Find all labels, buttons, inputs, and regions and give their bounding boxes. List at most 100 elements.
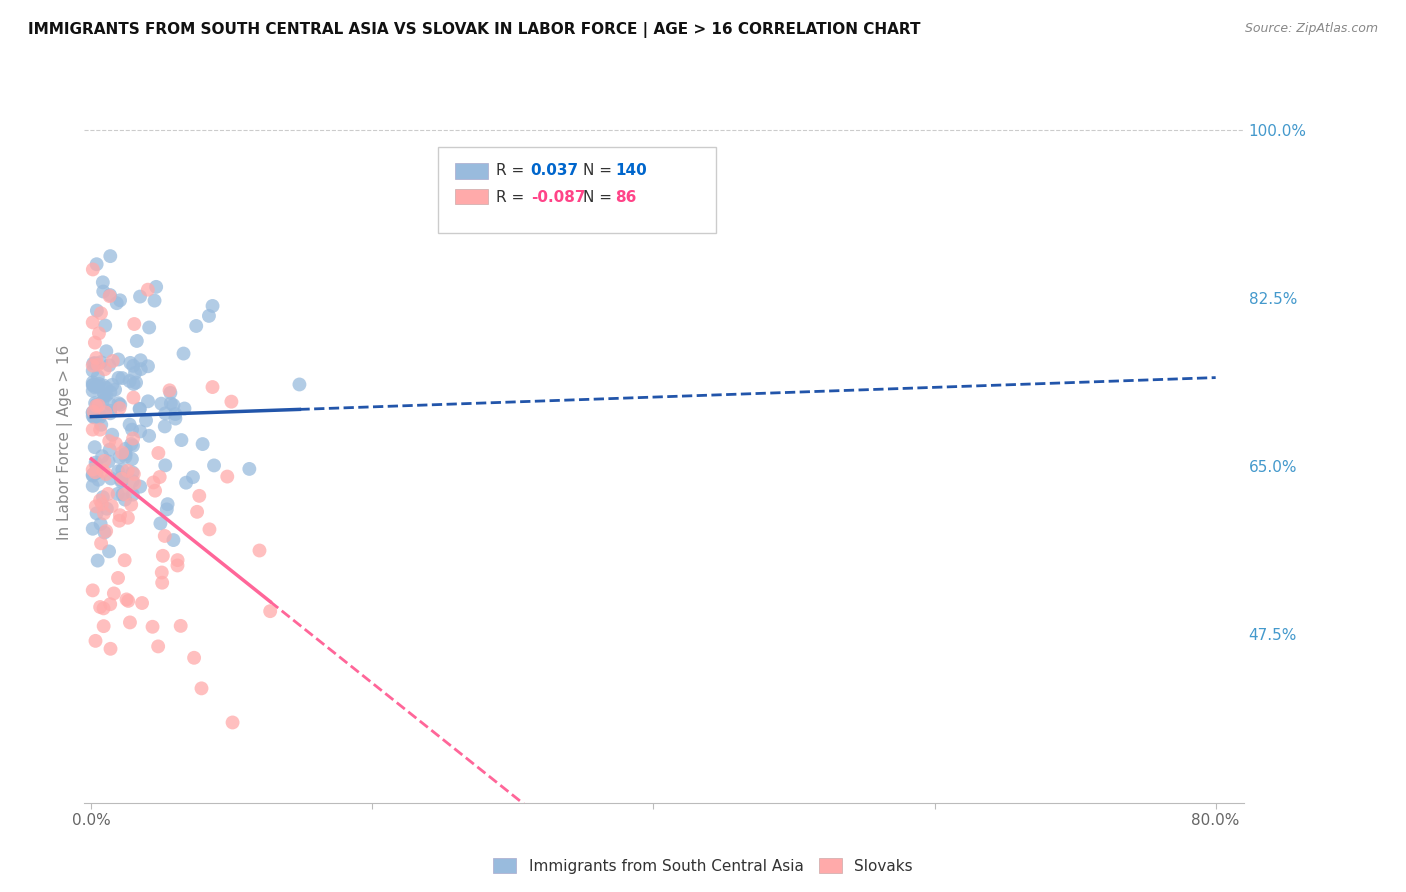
Text: -0.087: -0.087 bbox=[530, 190, 585, 204]
Point bbox=[114, 447, 136, 461]
Point bbox=[91, 449, 114, 463]
Point bbox=[138, 429, 160, 443]
Point bbox=[153, 529, 176, 543]
Point bbox=[159, 396, 181, 410]
Point bbox=[96, 344, 118, 359]
Point bbox=[104, 436, 127, 450]
Point bbox=[84, 399, 107, 413]
Point bbox=[94, 318, 117, 333]
Point bbox=[118, 417, 141, 432]
Point bbox=[122, 376, 145, 391]
Point bbox=[107, 487, 129, 501]
Point bbox=[108, 401, 131, 416]
FancyBboxPatch shape bbox=[437, 147, 716, 233]
Point bbox=[183, 650, 205, 665]
Point bbox=[120, 498, 142, 512]
Point bbox=[82, 359, 104, 373]
Text: R =: R = bbox=[496, 163, 524, 178]
Point bbox=[201, 380, 224, 394]
Point bbox=[111, 371, 134, 385]
Point bbox=[221, 715, 243, 730]
Point bbox=[93, 387, 115, 401]
Point bbox=[84, 633, 107, 648]
Point bbox=[174, 475, 197, 490]
Point bbox=[82, 409, 104, 423]
Point bbox=[90, 516, 112, 531]
Point bbox=[91, 464, 114, 478]
Text: 140: 140 bbox=[616, 163, 647, 178]
Point bbox=[153, 419, 176, 434]
Point bbox=[82, 384, 104, 398]
Point bbox=[122, 391, 145, 405]
Point bbox=[129, 480, 152, 494]
Point bbox=[83, 335, 105, 350]
Point bbox=[96, 501, 118, 516]
Point bbox=[118, 615, 141, 630]
Point bbox=[82, 583, 104, 598]
Point bbox=[82, 479, 104, 493]
Point bbox=[124, 366, 146, 380]
Point bbox=[82, 522, 104, 536]
Point bbox=[98, 544, 121, 558]
Point bbox=[91, 394, 114, 409]
Point bbox=[114, 450, 136, 464]
Point bbox=[94, 362, 117, 376]
Point bbox=[121, 452, 143, 467]
Point bbox=[198, 309, 221, 323]
Point bbox=[122, 432, 145, 446]
Point bbox=[93, 378, 115, 392]
Point bbox=[82, 462, 104, 476]
Point bbox=[98, 289, 121, 303]
Point bbox=[94, 467, 117, 481]
Point bbox=[86, 553, 108, 567]
Point bbox=[107, 396, 129, 410]
Point bbox=[108, 508, 131, 523]
Legend: Immigrants from South Central Asia, Slovaks: Immigrants from South Central Asia, Slov… bbox=[488, 852, 918, 880]
Point bbox=[98, 442, 121, 457]
Point bbox=[166, 553, 188, 567]
Point bbox=[128, 401, 150, 416]
Point bbox=[82, 406, 104, 420]
Point bbox=[155, 406, 177, 420]
Point bbox=[156, 502, 179, 516]
Point bbox=[89, 493, 111, 508]
Point bbox=[150, 575, 173, 590]
Text: 86: 86 bbox=[616, 190, 637, 204]
Point bbox=[129, 362, 152, 376]
Point bbox=[114, 442, 136, 456]
Point bbox=[87, 379, 110, 393]
Point bbox=[115, 592, 138, 607]
Point bbox=[131, 596, 153, 610]
Point bbox=[188, 489, 211, 503]
Point bbox=[86, 351, 108, 365]
Point bbox=[143, 293, 166, 308]
Point bbox=[98, 406, 121, 420]
Point bbox=[101, 427, 124, 442]
Point bbox=[120, 356, 142, 370]
Point bbox=[98, 597, 121, 611]
Point bbox=[136, 359, 159, 374]
Point bbox=[108, 450, 131, 465]
Point bbox=[149, 516, 172, 531]
Point bbox=[249, 543, 271, 558]
Point bbox=[148, 446, 170, 460]
Point bbox=[122, 317, 145, 331]
Point bbox=[159, 384, 181, 398]
Point bbox=[90, 355, 112, 369]
Point bbox=[98, 434, 121, 449]
Point bbox=[121, 423, 143, 437]
Point bbox=[107, 352, 129, 367]
Point bbox=[156, 497, 179, 511]
Point bbox=[162, 533, 184, 547]
Point bbox=[217, 469, 239, 483]
Point bbox=[162, 398, 184, 412]
Point bbox=[83, 409, 105, 424]
Point bbox=[124, 476, 146, 491]
Point bbox=[91, 276, 114, 290]
Point bbox=[100, 471, 122, 485]
Text: Source: ZipAtlas.com: Source: ZipAtlas.com bbox=[1244, 22, 1378, 36]
Point bbox=[82, 356, 104, 370]
Point bbox=[181, 470, 204, 484]
Point bbox=[104, 383, 127, 397]
Point bbox=[98, 359, 121, 373]
